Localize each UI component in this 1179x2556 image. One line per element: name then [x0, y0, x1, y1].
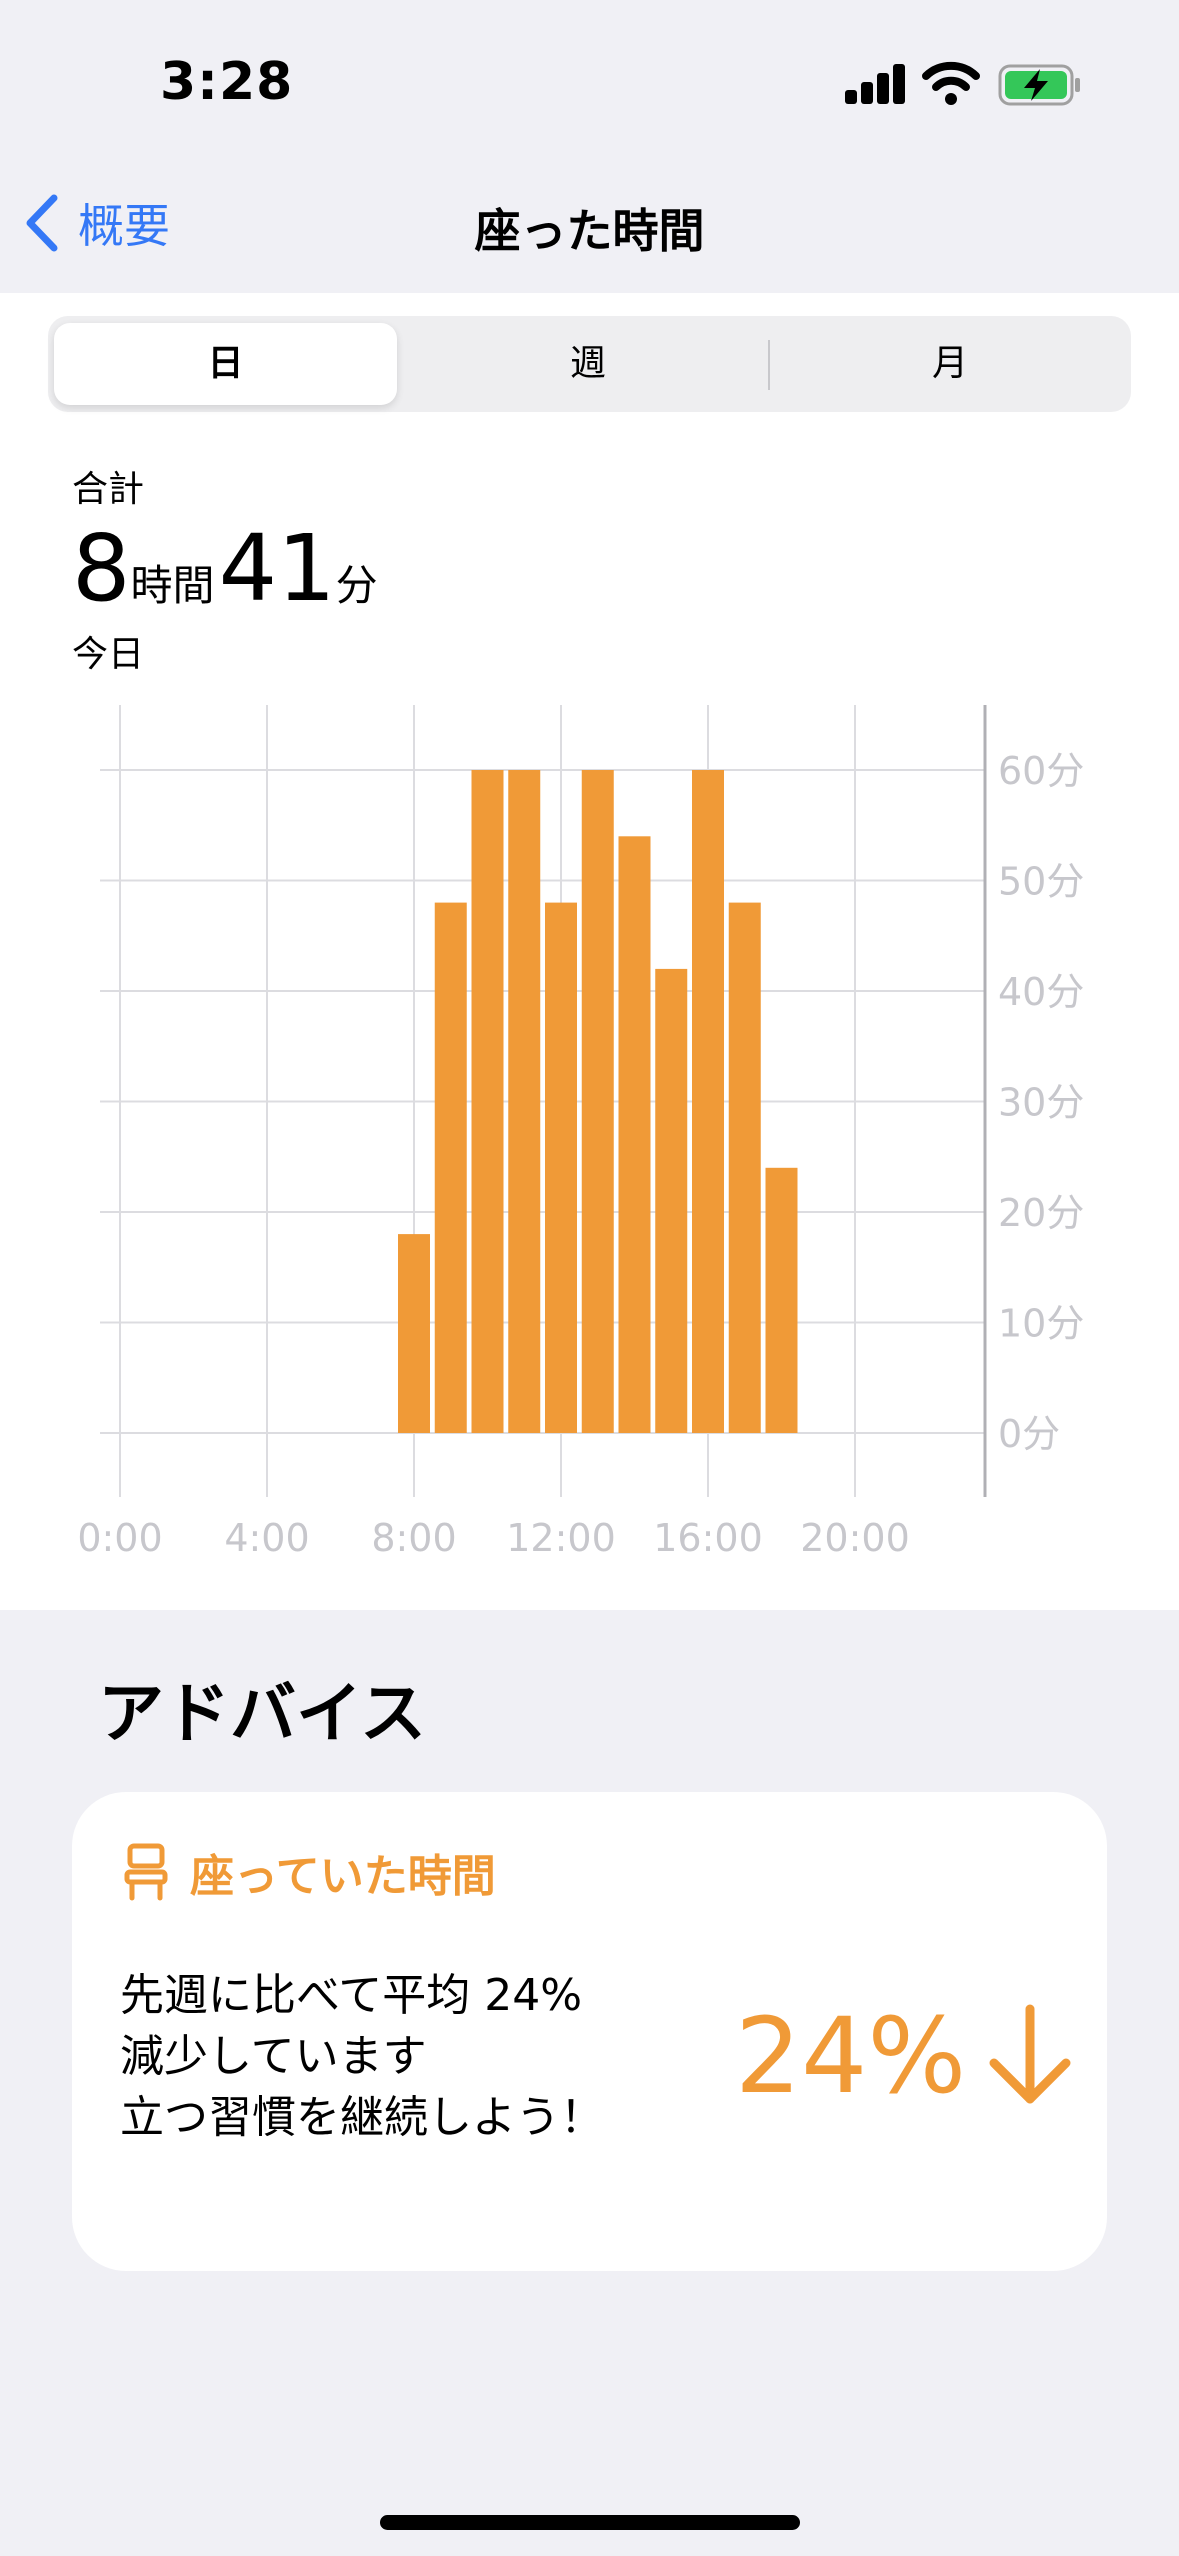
- advice-card[interactable]: [72, 1792, 1107, 2271]
- total-value: 8 時間 41 分: [72, 515, 382, 622]
- chart-y-tick-label: 20分: [998, 1191, 1084, 1235]
- chart-bar: [471, 770, 504, 1433]
- chart-x-tick-label: 20:00: [800, 1516, 910, 1560]
- chart-y-tick-label: 50分: [998, 860, 1084, 904]
- segment-week[interactable]: 週: [569, 343, 606, 384]
- chart-bar: [618, 836, 651, 1433]
- advice-message: 先週に比べて平均 24% 減少しています 立つ習慣を継続しよう！: [120, 1965, 604, 2148]
- chart-bar: [581, 770, 614, 1433]
- chart-bar: [728, 902, 761, 1433]
- total-minutes: 41: [218, 515, 336, 622]
- chart-x-tick-label: 12:00: [506, 1516, 616, 1560]
- back-button-label: 概要: [78, 199, 170, 253]
- seat-icon: [124, 1843, 168, 1901]
- page-title: 座った時間: [474, 204, 705, 258]
- chart-bar: [655, 968, 688, 1433]
- total-hours-unit: 時間: [130, 561, 215, 610]
- chart-y-tick-label: 40分: [998, 970, 1084, 1014]
- wifi-icon: [922, 61, 980, 105]
- chart-y-tick-label: 10分: [998, 1302, 1084, 1346]
- advice-card-title: 座っていた時間: [124, 1840, 496, 1904]
- home-indicator: [380, 2515, 800, 2530]
- total-minutes-unit: 分: [335, 561, 378, 610]
- date-label: 今日: [72, 634, 145, 675]
- advice-heading: アドバイス: [98, 1675, 427, 1752]
- chart-bar: [508, 770, 541, 1433]
- segment-day[interactable]: 日: [207, 343, 244, 384]
- total-hours: 8: [72, 515, 131, 622]
- chart-x-tick-label: 0:00: [77, 1516, 162, 1560]
- arrow-down-icon: [989, 2004, 1071, 2104]
- advice-line-2: 減少しています: [120, 2031, 427, 2082]
- advice-metric-value: 24%: [735, 1995, 967, 2117]
- status-time: 3:28: [160, 52, 294, 112]
- chart-y-tick-label: 0分: [998, 1412, 1060, 1456]
- chart-y-tick-label: 60分: [998, 749, 1084, 793]
- chart-bar: [434, 902, 467, 1433]
- sitting-time-chart[interactable]: 60分 50分 40分 30分 20分 10分 0分 0:00 4:00 8:00 12:00 16:…: [0, 700, 1179, 1580]
- chart-bar: [398, 1234, 430, 1433]
- segment-divider: [768, 340, 770, 390]
- chart-bar: [692, 770, 724, 1433]
- chart-bar: [765, 1167, 798, 1433]
- total-label: 合計: [72, 469, 145, 510]
- back-button[interactable]: 概要: [24, 190, 170, 256]
- chart-x-tick-label: 4:00: [224, 1516, 309, 1560]
- segment-month[interactable]: 月: [931, 343, 968, 384]
- chart-x-tick-label: 8:00: [371, 1516, 456, 1560]
- advice-line-1: 先週に比べて平均 24%: [120, 1970, 583, 2021]
- advice-line-3: 立つ習慣を継続しよう！: [120, 2092, 604, 2143]
- chart-bar: [545, 902, 577, 1433]
- advice-card-title-text: 座っていた時間: [190, 1851, 496, 1902]
- chart-y-tick-label: 30分: [998, 1081, 1084, 1125]
- advice-metric: 24%: [735, 1995, 1078, 2117]
- battery-charging-icon: [998, 64, 1080, 106]
- segment-selected-indicator: [54, 323, 397, 405]
- chevron-left-icon: [26, 194, 58, 252]
- cellular-signal-icon: [845, 62, 905, 104]
- chart-x-tick-label: 16:00: [653, 1516, 763, 1560]
